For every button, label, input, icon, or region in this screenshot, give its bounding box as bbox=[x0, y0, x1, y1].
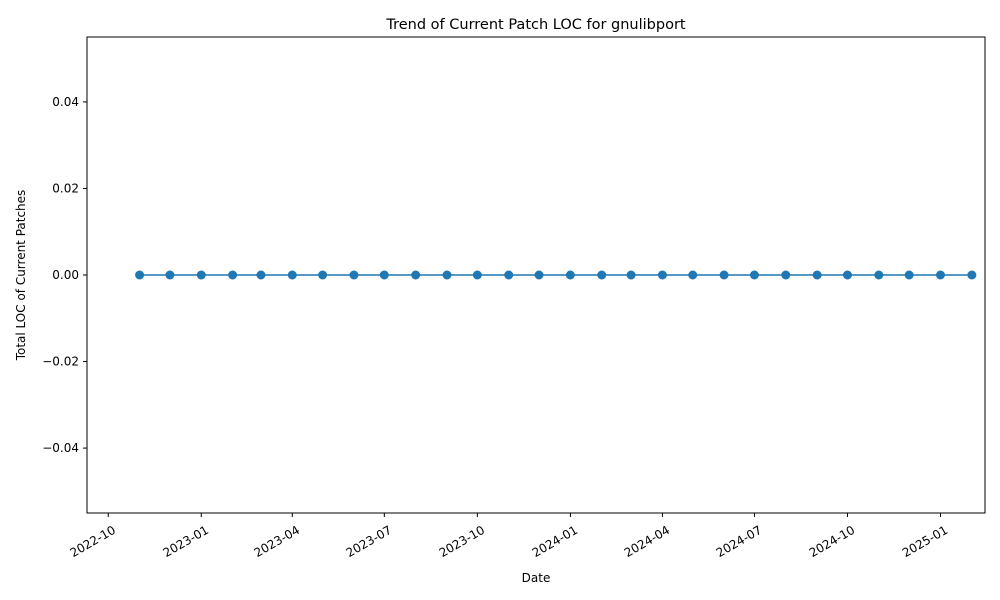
chart-title: Trend of Current Patch LOC for gnulibpor… bbox=[385, 17, 686, 33]
y-tick-label: −0.02 bbox=[42, 355, 79, 369]
y-axis-ticks: −0.04 −0.02 0.00 0.02 0.04 bbox=[42, 95, 87, 455]
data-point bbox=[812, 270, 822, 280]
data-point bbox=[565, 270, 575, 280]
data-point bbox=[904, 270, 914, 280]
x-tick-label: 2024-04 bbox=[622, 523, 672, 560]
data-point bbox=[657, 270, 667, 280]
y-tick-label: 0.02 bbox=[52, 181, 79, 195]
data-point bbox=[411, 270, 421, 280]
data-point bbox=[349, 270, 359, 280]
y-axis-title: Total LOC of Current Patches bbox=[14, 190, 28, 362]
x-tick-label: 2023-04 bbox=[252, 523, 302, 560]
data-point bbox=[228, 270, 238, 280]
x-tick-label: 2023-07 bbox=[344, 523, 394, 560]
x-tick-label: 2024-07 bbox=[714, 523, 764, 560]
data-point bbox=[442, 270, 452, 280]
data-point bbox=[842, 270, 852, 280]
data-point bbox=[165, 270, 175, 280]
x-tick-label: 2025-01 bbox=[900, 523, 950, 560]
data-point bbox=[626, 270, 636, 280]
x-tick-label: 2023-10 bbox=[437, 523, 487, 560]
y-tick-label: 0.00 bbox=[52, 268, 79, 282]
x-tick-label: 2022-10 bbox=[68, 523, 118, 560]
x-axis-ticks: 2022-10 2023-01 2023-04 2023-07 2023-10 2024-… bbox=[68, 513, 950, 560]
data-point bbox=[967, 270, 977, 280]
data-point bbox=[196, 270, 206, 280]
x-tick-label: 2023-01 bbox=[161, 523, 211, 560]
data-point bbox=[781, 270, 791, 280]
data-point bbox=[472, 270, 482, 280]
y-tick-label: −0.04 bbox=[42, 441, 79, 455]
data-point bbox=[719, 270, 729, 280]
data-point bbox=[534, 270, 544, 280]
x-axis-title: Date bbox=[522, 571, 551, 585]
data-point bbox=[379, 270, 389, 280]
data-point bbox=[504, 270, 514, 280]
data-point bbox=[256, 270, 266, 280]
data-point bbox=[874, 270, 884, 280]
x-tick-label: 2024-01 bbox=[530, 523, 580, 560]
y-tick-label: 0.04 bbox=[52, 95, 79, 109]
data-point bbox=[688, 270, 698, 280]
data-point bbox=[287, 270, 297, 280]
data-point bbox=[597, 270, 607, 280]
data-point bbox=[135, 270, 145, 280]
data-point bbox=[749, 270, 759, 280]
data-point bbox=[318, 270, 328, 280]
data-point bbox=[936, 270, 945, 280]
series-layer bbox=[135, 270, 977, 280]
x-tick-label: 2024-10 bbox=[807, 523, 857, 560]
